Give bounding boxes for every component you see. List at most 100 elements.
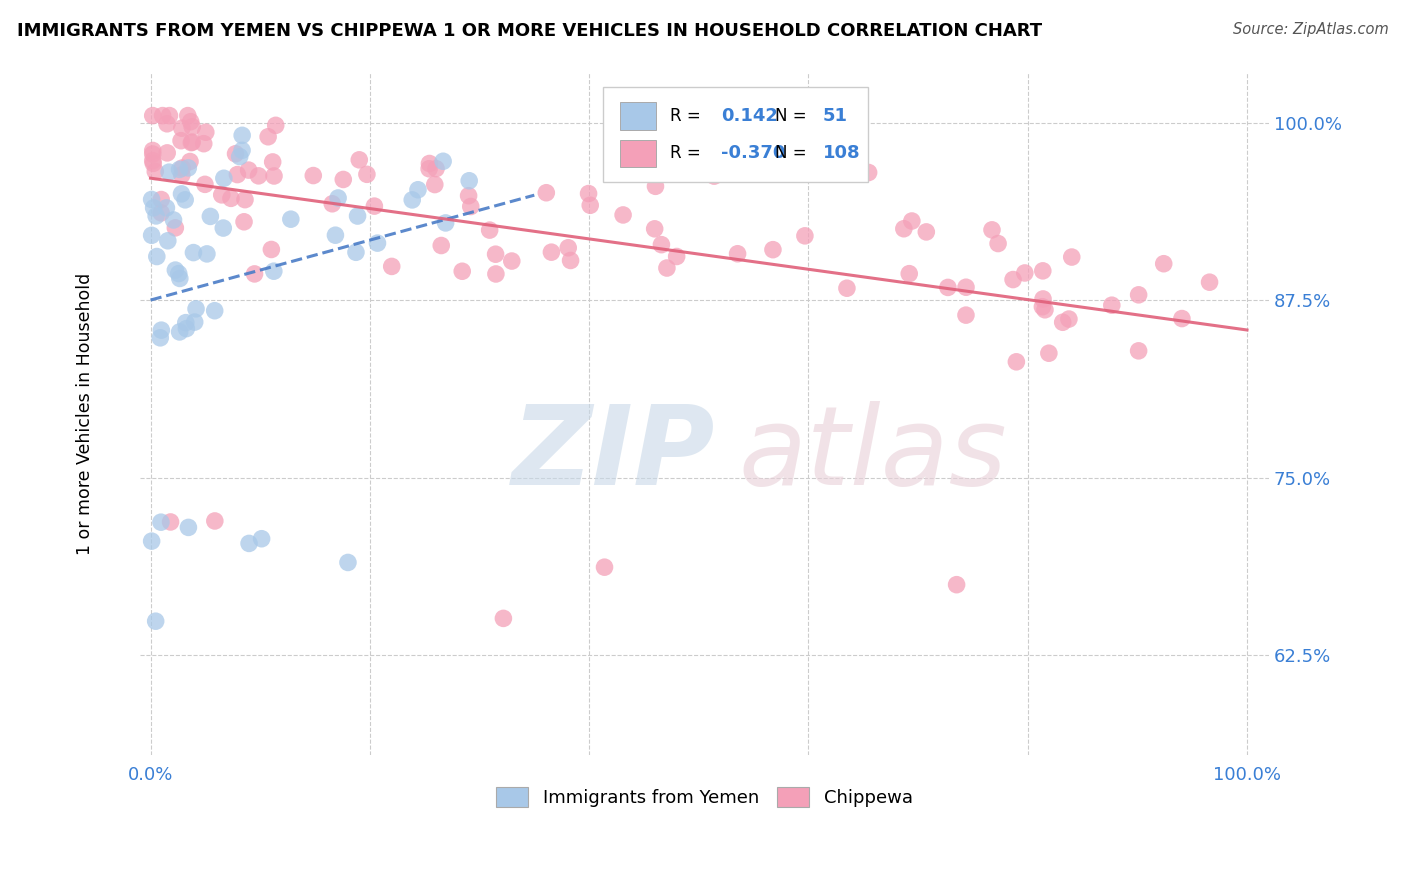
Point [150, 193, 173, 207]
Point [142, 109, 165, 123]
Point [194, 178, 217, 192]
Point [612, 208, 634, 222]
Point [257, 129, 280, 144]
Text: N =: N = [775, 145, 807, 162]
Point [142, 153, 165, 168]
Text: R =: R = [671, 145, 702, 162]
Point [141, 193, 163, 207]
Text: R =: R = [671, 107, 702, 125]
Point [936, 280, 959, 294]
Point [579, 198, 602, 212]
Point [145, 614, 167, 628]
Point [143, 164, 166, 178]
Point [458, 174, 481, 188]
Text: N =: N = [775, 107, 807, 125]
Point [893, 221, 915, 235]
Point [1014, 266, 1036, 280]
Point [501, 254, 523, 268]
Point [231, 128, 253, 143]
Point [401, 193, 423, 207]
Point [346, 209, 368, 223]
Point [184, 301, 207, 316]
Point [762, 243, 785, 257]
Point [183, 315, 205, 329]
Point [406, 183, 429, 197]
Point [1038, 346, 1060, 360]
Point [142, 156, 165, 170]
Point [165, 220, 187, 235]
Point [159, 109, 181, 123]
Point [1101, 298, 1123, 312]
Point [219, 191, 242, 205]
Text: 51: 51 [823, 107, 848, 125]
Point [145, 209, 167, 223]
FancyBboxPatch shape [620, 103, 655, 129]
Point [432, 154, 454, 169]
Point [1128, 288, 1150, 302]
Point [162, 213, 184, 227]
Point [169, 271, 191, 285]
Point [169, 162, 191, 177]
Point [280, 212, 302, 227]
Point [159, 515, 181, 529]
Point [157, 165, 180, 179]
Point [1153, 257, 1175, 271]
Point [212, 221, 235, 235]
Point [344, 245, 367, 260]
Point [901, 214, 924, 228]
Point [1031, 300, 1053, 314]
Point [262, 155, 284, 169]
Point [177, 520, 200, 534]
Point [349, 153, 371, 167]
Point [665, 250, 688, 264]
Point [233, 215, 256, 229]
Text: ZIP: ZIP [512, 401, 716, 508]
Point [156, 234, 179, 248]
Point [793, 228, 815, 243]
Point [492, 611, 515, 625]
Point [727, 246, 749, 260]
Text: 1 or more Vehicles in Household: 1 or more Vehicles in Household [76, 273, 94, 555]
Point [1033, 302, 1056, 317]
Point [141, 534, 163, 549]
Point [560, 253, 582, 268]
Point [142, 144, 165, 158]
Point [200, 210, 222, 224]
Point [703, 169, 725, 183]
Point [1128, 343, 1150, 358]
Point [152, 109, 174, 123]
Point [955, 280, 977, 294]
Point [644, 222, 666, 236]
Point [180, 136, 202, 150]
Point [326, 191, 349, 205]
Point [1032, 292, 1054, 306]
Text: 0.0%: 0.0% [128, 766, 173, 784]
Point [172, 161, 194, 175]
Point [165, 263, 187, 277]
Point [149, 515, 172, 529]
Point [356, 167, 378, 181]
Point [146, 250, 169, 264]
Point [325, 228, 347, 243]
Point [204, 514, 226, 528]
Point [593, 560, 616, 574]
Point [302, 169, 325, 183]
Point [177, 109, 200, 123]
Point [644, 179, 666, 194]
Text: atlas: atlas [738, 401, 1007, 508]
Point [423, 178, 446, 192]
Point [150, 206, 173, 220]
Point [170, 168, 193, 182]
Point [835, 281, 858, 295]
Point [260, 243, 283, 257]
Point [1002, 272, 1025, 286]
Point [150, 323, 173, 337]
Point [485, 267, 508, 281]
Point [1057, 312, 1080, 326]
Text: 108: 108 [823, 145, 860, 162]
Text: IMMIGRANTS FROM YEMEN VS CHIPPEWA 1 OR MORE VEHICLES IN HOUSEHOLD CORRELATION CH: IMMIGRANTS FROM YEMEN VS CHIPPEWA 1 OR M… [17, 22, 1042, 40]
Text: -0.370: -0.370 [721, 145, 786, 162]
Point [460, 199, 482, 213]
Point [457, 188, 479, 202]
Point [212, 171, 235, 186]
